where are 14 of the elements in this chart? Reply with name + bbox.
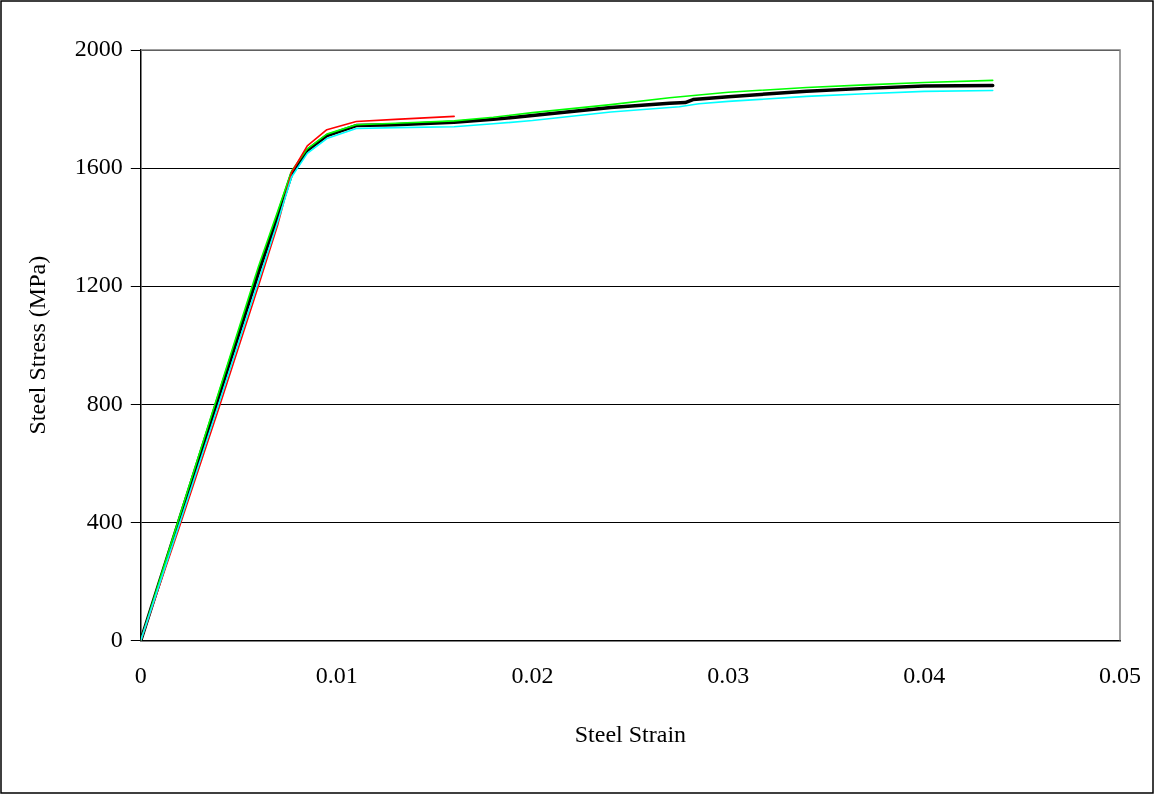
x-tick-label: 0.03 [707, 662, 750, 689]
y-tick-label: 1200 [74, 271, 123, 298]
x-tick-label: 0.05 [1099, 662, 1141, 689]
x-tick-label: 0.02 [511, 662, 554, 689]
y-tick-label: 1600 [74, 153, 123, 180]
y-tick-label: 2000 [74, 35, 123, 62]
y-axis-title: Steel Stress (MPa) [23, 255, 50, 435]
x-axis-title: Steel Strain [574, 720, 687, 747]
x-tick-label: 0.04 [903, 662, 946, 689]
y-tick-label: 0 [110, 625, 123, 652]
x-tick-label: 0 [134, 662, 147, 689]
y-tick-label: 800 [86, 389, 123, 416]
x-tick-label: 0.01 [315, 662, 358, 689]
y-tick-label: 400 [86, 507, 123, 534]
